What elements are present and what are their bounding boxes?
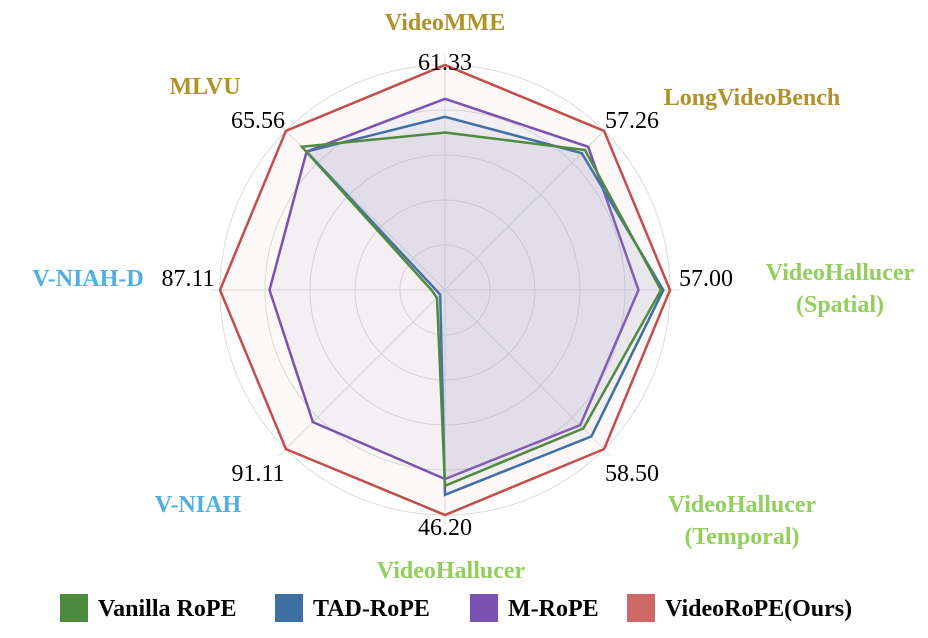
legend-label: Vanilla RoPE [98, 596, 236, 622]
max-value-label: 65.56 [231, 108, 285, 134]
legend-label: TAD-RoPE [313, 596, 430, 622]
grid-spoke [278, 289, 446, 457]
legend-label: VideoRoPE(Ours) [665, 596, 852, 622]
series-vanilla-rope [299, 131, 663, 488]
max-value-label: 61.33 [418, 50, 472, 76]
max-value-label: 58.50 [605, 461, 659, 487]
legend-swatch [627, 594, 655, 622]
max-value-label: 57.26 [605, 108, 659, 134]
axis-label: MLVU [169, 74, 240, 100]
axis-label: V-NIAH-D [32, 266, 144, 292]
max-value-label: 57.00 [679, 266, 733, 292]
axis-label: VideoHallucer [668, 492, 817, 518]
radar-series [218, 63, 672, 517]
axis-label: (Temporal) [684, 524, 799, 550]
series-tad-rope [304, 115, 665, 497]
axis-label: VideoHallucer [766, 260, 915, 286]
max-value-label: 87.11 [161, 266, 214, 292]
legend-swatch [275, 594, 303, 622]
max-value-label: 91.11 [231, 461, 284, 487]
axis-label: VideoHallucer [377, 558, 526, 584]
legend: Vanilla RoPE TAD-RoPE M-RoPE VideoRoPE(Ours… [60, 594, 852, 622]
grid-spoke [444, 123, 612, 291]
legend-swatch [470, 594, 498, 622]
axis-label: (Spatial) [796, 292, 884, 318]
legend-label: M-RoPE [508, 596, 599, 622]
axis-label: VideoMME [385, 10, 505, 36]
legend-swatch [60, 594, 88, 622]
max-value-label: 46.20 [418, 515, 472, 541]
axis-label: V-NIAH [155, 492, 242, 518]
axis-label: LongVideoBench [664, 85, 840, 111]
